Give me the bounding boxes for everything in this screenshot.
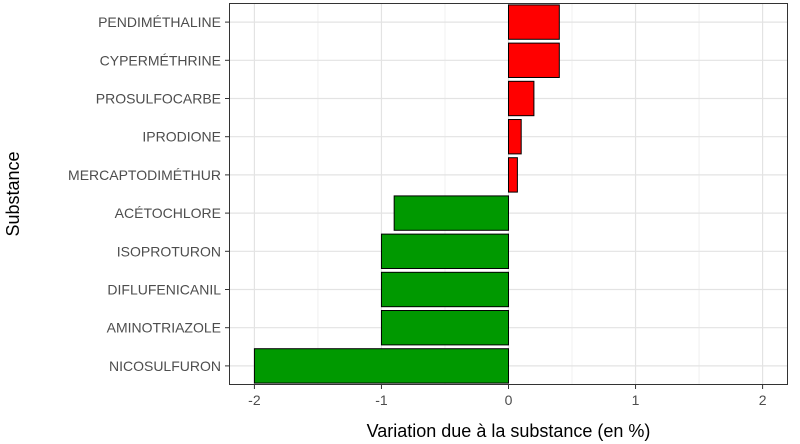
bar (508, 42, 560, 78)
bar (380, 271, 510, 308)
y-tick-label: ISOPROTURON (117, 243, 221, 259)
x-tick-label: 1 (632, 392, 640, 408)
x-tick-label: 2 (759, 392, 767, 408)
x-tick-label: 0 (505, 392, 513, 408)
y-tick-label: CYPERMÉTHRINE (100, 52, 221, 68)
bar (380, 233, 510, 269)
x-axis: -2 -1 0 1 2 (248, 385, 767, 408)
bar (508, 157, 518, 193)
y-tick-label: ACÉTOCHLORE (115, 205, 221, 221)
y-tick-label: IPRODIONE (142, 129, 221, 145)
y-tick-label: NICOSULFURON (109, 358, 221, 374)
y-tick-label: DIFLUFENICANIL (107, 282, 221, 298)
y-axis: PENDIMÉTHALINE CYPERMÉTHRINE PROSULFOCARBE… (68, 14, 229, 374)
y-tick-label: PENDIMÉTHALINE (98, 14, 221, 30)
x-tick-label: -1 (375, 392, 388, 408)
bar (508, 80, 535, 117)
x-tick-label: -2 (248, 392, 261, 408)
bar (380, 310, 510, 346)
bar (253, 348, 509, 384)
plot-border (229, 3, 788, 385)
minor-gridlines (317, 3, 700, 385)
bar (508, 119, 522, 155)
y-axis-title: Substance (3, 151, 23, 236)
bars (253, 4, 560, 384)
bar (393, 195, 509, 231)
y-tick-label: MERCAPTODIMÉTHUR (68, 167, 221, 183)
y-tick-label: AMINOTRIAZOLE (107, 320, 221, 336)
x-axis-title: Variation due à la substance (en %) (367, 421, 651, 441)
bar (508, 4, 560, 40)
y-tick-label: PROSULFOCARBE (96, 91, 221, 107)
